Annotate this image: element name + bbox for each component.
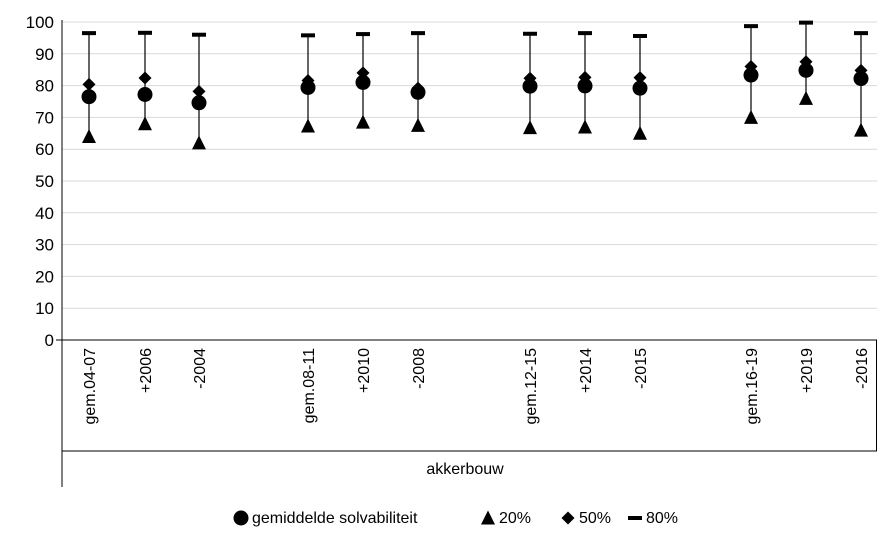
marker-mean	[522, 78, 538, 94]
y-tick-label: 60	[35, 140, 54, 159]
x-category-label: -2016	[854, 348, 871, 389]
x-category-label: gem.04-07	[82, 348, 99, 425]
marker-20pct	[82, 128, 96, 143]
y-tick-label: 90	[35, 45, 54, 64]
marker-20pct	[799, 90, 813, 105]
marker-mean	[577, 78, 593, 94]
legend-label: gemiddelde solvabiliteit	[252, 510, 418, 527]
y-tick-label: 100	[26, 13, 54, 32]
marker-mean	[191, 95, 207, 111]
x-category-label: -2004	[192, 348, 209, 389]
x-category-label: gem.08-11	[301, 348, 318, 423]
x-category-label: -2008	[411, 348, 428, 389]
marker-20pct	[854, 122, 868, 137]
marker-80pct	[799, 20, 813, 25]
x-category-label: gem.16-19	[744, 348, 761, 425]
y-tick-label: 70	[35, 108, 54, 127]
marker-50pct	[192, 84, 206, 98]
x-category-label: gem.12-15	[523, 348, 540, 425]
marker-mean	[300, 80, 316, 96]
y-tick-label: 10	[35, 299, 54, 318]
legend-label: 80%	[646, 510, 678, 527]
marker-50pct	[138, 71, 152, 85]
marker-20pct	[523, 120, 537, 135]
y-tick-labels: 0 10 20 30 40 50 60 70 80 90 100	[26, 13, 54, 350]
marker-mean	[137, 87, 153, 103]
marker-80pct	[356, 32, 370, 37]
data-markers	[81, 20, 869, 150]
y-tick-label: 0	[45, 331, 54, 350]
marker-mean	[81, 89, 97, 105]
x-category-label: +2014	[578, 348, 595, 393]
marker-80pct	[744, 24, 758, 29]
x-category-label: +2006	[138, 348, 155, 393]
y-tick-label: 20	[35, 267, 54, 286]
legend-label: 20%	[499, 510, 531, 527]
legend-label: 50%	[579, 510, 611, 527]
marker-80pct	[82, 31, 96, 36]
legend-50pct-icon	[561, 511, 575, 525]
marker-mean	[632, 80, 648, 96]
x-category-label: +2019	[799, 348, 816, 393]
marker-20pct	[744, 109, 758, 124]
marker-80pct	[523, 31, 537, 36]
marker-20pct	[301, 118, 315, 133]
x-category-labels: gem.04-07 +2006 -2004 gem.08-11 +2010 -2008 ge…	[82, 348, 871, 425]
marker-80pct	[411, 31, 425, 36]
marker-80pct	[138, 30, 152, 35]
marker-20pct	[192, 135, 206, 150]
marker-mean	[853, 71, 869, 87]
y-tick-label: 30	[35, 236, 54, 255]
marker-80pct	[578, 31, 592, 36]
y-tick-label: 40	[35, 204, 54, 223]
marker-80pct	[301, 33, 315, 38]
legend: gemiddelde solvabiliteit 20% 50% 80%	[233, 510, 678, 527]
legend-mean-icon	[233, 510, 249, 526]
marker-80pct	[192, 32, 206, 37]
marker-50pct	[633, 71, 647, 85]
marker-80pct	[854, 31, 868, 36]
marker-20pct	[411, 117, 425, 132]
y-tick-label: 80	[35, 77, 54, 96]
marker-mean	[410, 84, 426, 100]
marker-20pct	[578, 119, 592, 134]
marker-mean	[798, 62, 814, 78]
legend-20pct-icon	[481, 510, 495, 525]
x-group-label: akkerbouw	[426, 461, 504, 478]
marker-80pct	[633, 33, 647, 38]
x-category-label: +2010	[356, 348, 373, 393]
marker-20pct	[138, 116, 152, 131]
y-tick-label: 50	[35, 172, 54, 191]
marker-mean	[743, 67, 759, 83]
legend-80pct-icon	[628, 516, 642, 520]
marker-mean	[355, 74, 371, 90]
marker-20pct	[633, 125, 647, 140]
marker-50pct	[82, 77, 96, 91]
range-lines	[88, 22, 862, 143]
marker-20pct	[356, 114, 370, 129]
x-category-label: -2015	[633, 348, 650, 389]
